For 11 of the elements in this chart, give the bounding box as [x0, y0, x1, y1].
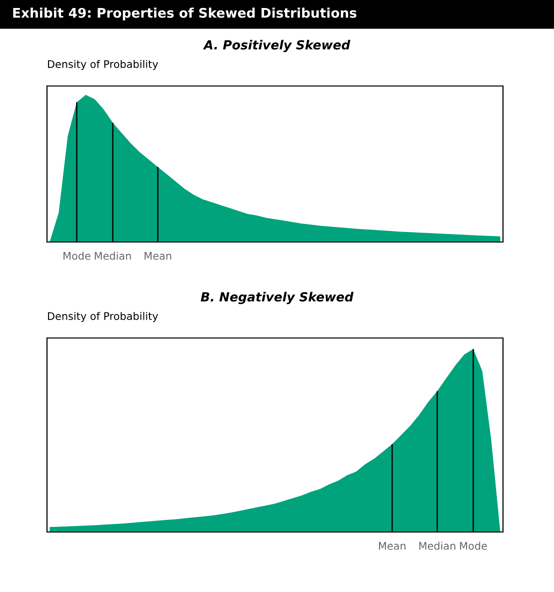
x-tick-label: Median: [419, 542, 456, 550]
x-tick-label: Mode: [64, 252, 90, 260]
chart-title: B. Negatively Skewed: [200, 292, 354, 304]
x-tick-label: Median: [94, 252, 131, 260]
x-tick-label: Mean: [378, 542, 406, 550]
y-axis-title: Density of Probability: [48, 60, 158, 70]
y-axis-title: Density of Probability: [48, 312, 158, 322]
chart-title: A. Positively Skewed: [202, 40, 350, 52]
text: Exhibit 49: Properties of Skewed Distributions: [13, 8, 356, 20]
x-tick-label: Mean: [144, 252, 172, 260]
x-tick-label: Mode: [460, 542, 487, 550]
